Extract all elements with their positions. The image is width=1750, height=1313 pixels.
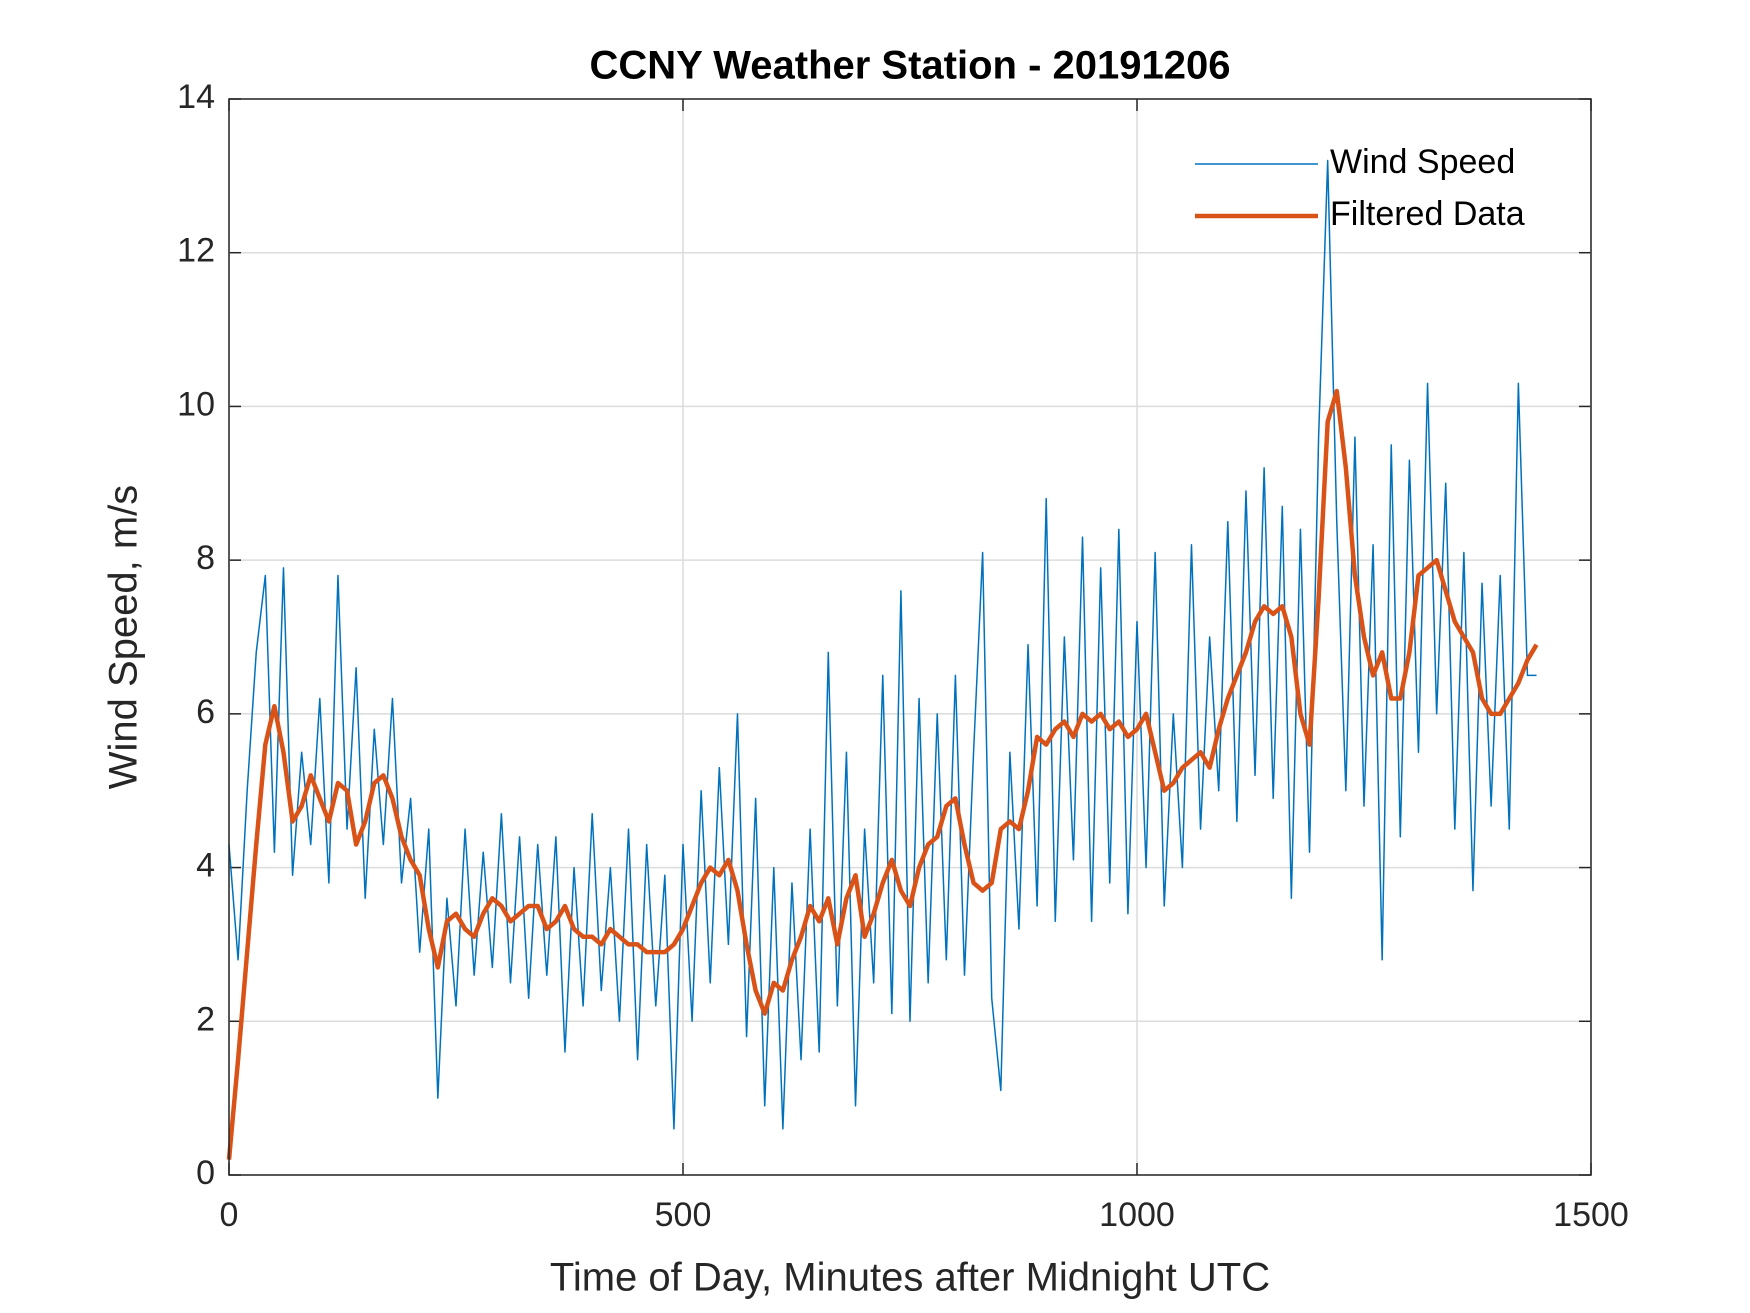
- data-line: [226, 388, 1539, 1160]
- x-tick-label: 0: [220, 1196, 239, 1234]
- y-tick-label: 2: [196, 1000, 215, 1038]
- x-axis-label: Time of Day, Minutes after Midnight UTC: [550, 1256, 1270, 1300]
- plot-frame: [228, 98, 1592, 1176]
- y-tick-label: 4: [196, 847, 215, 885]
- x-tick-label: 500: [655, 1196, 712, 1234]
- y-tick-label: 14: [177, 78, 215, 116]
- data-line: [228, 159, 1537, 1130]
- y-tick-label: 6: [196, 693, 215, 731]
- legend-label: Filtered Data: [1330, 195, 1525, 233]
- y-axis-label: Wind Speed, m/s: [102, 485, 146, 790]
- legend-label: Wind Speed: [1330, 143, 1515, 181]
- y-tick-label: 12: [177, 232, 215, 270]
- y-tick-label: 0: [196, 1154, 215, 1192]
- chart-title: CCNY Weather Station - 20191206: [590, 44, 1231, 88]
- y-tick-label: 8: [196, 539, 215, 577]
- y-tick-label: 10: [177, 385, 215, 423]
- x-tick-label: 1000: [1099, 1196, 1175, 1234]
- x-tick-label: 1500: [1553, 1196, 1629, 1234]
